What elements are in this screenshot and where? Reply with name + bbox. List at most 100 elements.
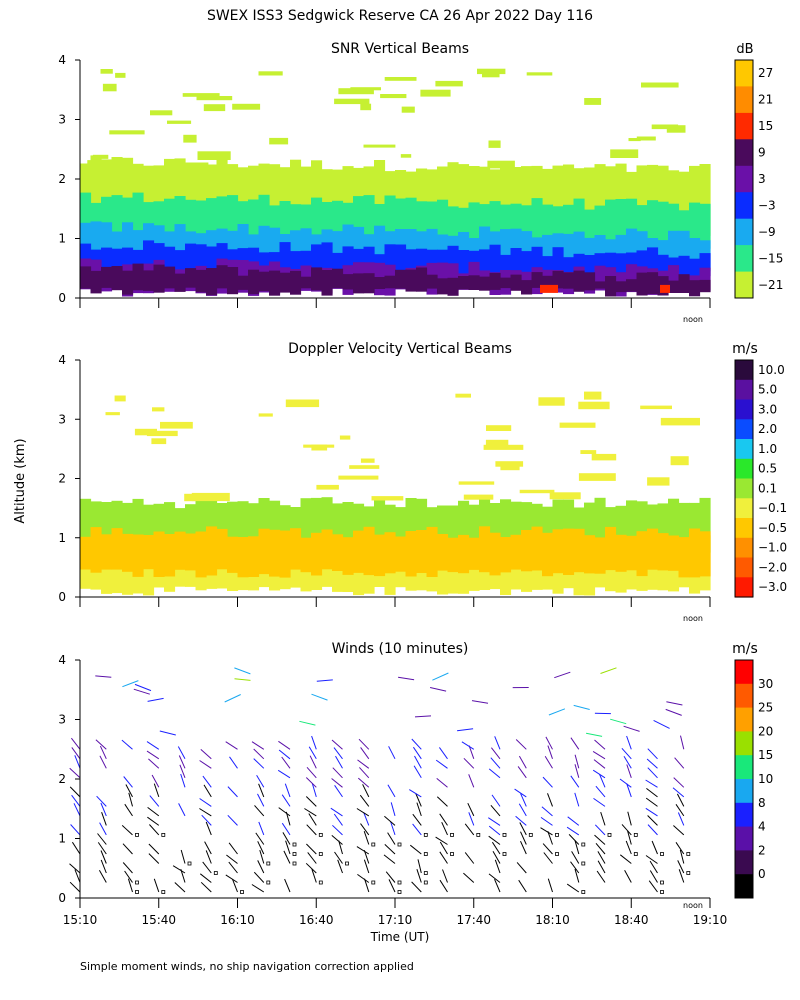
snr-cell bbox=[594, 164, 606, 237]
doppler-colorbar-swatch bbox=[735, 379, 753, 401]
doppler-cell bbox=[353, 503, 365, 554]
wind-barb bbox=[256, 775, 265, 788]
snr-cell bbox=[143, 270, 155, 291]
snr-cell bbox=[563, 233, 575, 265]
snr-cell bbox=[521, 166, 533, 235]
calm-marker bbox=[345, 861, 349, 866]
winds-colorbar-label: 8 bbox=[758, 796, 766, 810]
snr-cell bbox=[174, 224, 186, 266]
wind-barb bbox=[610, 718, 627, 725]
winds-colorbar-swatch bbox=[735, 874, 753, 899]
wind-barb bbox=[490, 757, 501, 769]
wind-barb bbox=[127, 878, 133, 893]
snr-colorbar-swatch bbox=[735, 86, 753, 114]
doppler-patch bbox=[660, 417, 700, 426]
snr-cell bbox=[132, 230, 144, 266]
winds-colorbar-label: 4 bbox=[758, 820, 766, 834]
wind-barb bbox=[574, 840, 580, 855]
doppler-cell bbox=[237, 501, 249, 546]
winds-y-tick-label: 0 bbox=[58, 891, 66, 905]
snr-colorbar-label: 27 bbox=[758, 66, 773, 80]
doppler-patch bbox=[549, 492, 581, 500]
snr-cell bbox=[584, 237, 596, 272]
doppler-cell bbox=[311, 532, 323, 576]
snr-cell bbox=[122, 270, 134, 295]
wind-barb bbox=[151, 774, 160, 788]
doppler-cell bbox=[395, 536, 407, 572]
snr-cell bbox=[657, 240, 669, 267]
wind-barb bbox=[488, 825, 501, 836]
doppler-patch bbox=[258, 413, 273, 417]
wind-barb bbox=[413, 765, 422, 779]
doppler-cell bbox=[279, 530, 291, 578]
wind-barb bbox=[258, 783, 265, 798]
winds-colorbar-frame bbox=[734, 659, 754, 899]
snr-cell bbox=[573, 270, 585, 292]
wind-barb bbox=[199, 760, 212, 769]
wind-barb bbox=[253, 748, 265, 760]
doppler-colorbar-swatch bbox=[735, 458, 753, 480]
wind-barb bbox=[74, 869, 81, 883]
snr-cell bbox=[636, 165, 648, 239]
wind-barb bbox=[567, 816, 580, 826]
snr-cell bbox=[248, 269, 260, 295]
snr-patch bbox=[526, 72, 553, 76]
doppler-patch bbox=[151, 438, 167, 445]
wind-barb bbox=[547, 793, 553, 807]
snr-cell bbox=[374, 225, 386, 267]
calm-marker bbox=[292, 861, 297, 866]
wind-barb bbox=[439, 813, 448, 826]
doppler-cell bbox=[468, 504, 480, 546]
snr-colorbar-swatch bbox=[735, 192, 753, 220]
snr-cell bbox=[510, 274, 522, 291]
snr-cell bbox=[80, 266, 92, 289]
wind-barb bbox=[600, 811, 606, 826]
snr-cell bbox=[174, 196, 186, 247]
wind-barb bbox=[468, 745, 475, 759]
doppler-cell bbox=[573, 528, 585, 573]
snr-cell bbox=[206, 198, 218, 248]
doppler-colorbar-swatch bbox=[735, 419, 753, 440]
doppler-colorbar-label: −3.0 bbox=[758, 580, 787, 594]
wind-barb bbox=[544, 756, 553, 769]
wind-barb bbox=[95, 675, 112, 678]
snr-cell bbox=[237, 224, 249, 268]
doppler-cell bbox=[374, 496, 386, 549]
wind-barb bbox=[100, 859, 107, 874]
wind-barb bbox=[70, 824, 81, 836]
snr-layer-1 bbox=[80, 192, 711, 249]
wind-barb bbox=[98, 870, 107, 883]
wind-barb bbox=[675, 842, 685, 855]
wind-barb bbox=[180, 773, 186, 788]
snr-cell bbox=[521, 280, 533, 295]
snr-cell bbox=[647, 247, 659, 279]
wind-barb bbox=[593, 797, 606, 807]
snr-cell bbox=[542, 204, 554, 244]
snr-cell bbox=[426, 274, 438, 289]
snr-patch bbox=[384, 77, 417, 81]
snr-cell bbox=[437, 199, 449, 243]
snr-cell bbox=[132, 249, 144, 278]
wind-barb bbox=[390, 802, 396, 817]
doppler-cell bbox=[615, 534, 627, 572]
wind-barb bbox=[359, 794, 370, 807]
wind-barb bbox=[228, 861, 238, 874]
snr-cell bbox=[269, 270, 281, 296]
wind-barb bbox=[541, 806, 553, 817]
snr-patch bbox=[100, 69, 113, 74]
winds-colorbar-swatch bbox=[735, 755, 753, 780]
wind-barb bbox=[281, 756, 291, 769]
wind-barb bbox=[253, 758, 265, 769]
wind-barb bbox=[542, 776, 553, 788]
calm-marker bbox=[371, 880, 376, 885]
wind-barb bbox=[311, 693, 328, 701]
wind-barb bbox=[69, 863, 81, 874]
snr-colorbar-frame bbox=[734, 59, 754, 299]
doppler-patch bbox=[134, 428, 157, 436]
wind-barb bbox=[438, 747, 448, 760]
snr-cell bbox=[552, 247, 564, 284]
snr-cell bbox=[227, 267, 239, 295]
doppler-cell bbox=[216, 503, 228, 546]
wind-barb bbox=[357, 873, 370, 883]
wind-barb bbox=[254, 805, 265, 817]
